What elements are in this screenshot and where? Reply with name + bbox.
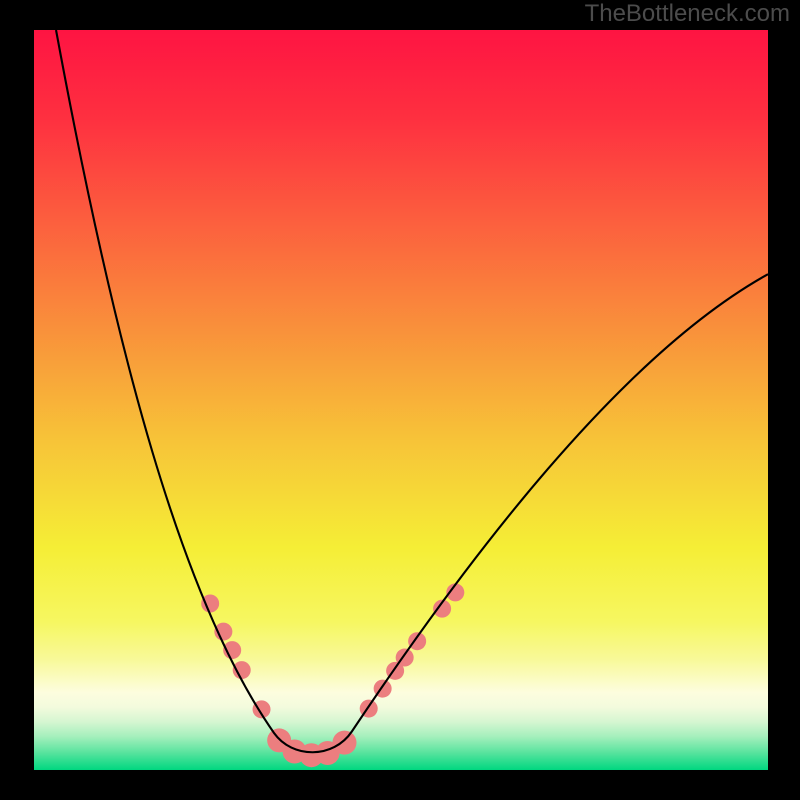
- curve-marker: [332, 731, 356, 755]
- chart-canvas: [0, 0, 800, 800]
- chart-frame: TheBottleneck.com: [0, 0, 800, 800]
- watermark-text: TheBottleneck.com: [585, 0, 790, 28]
